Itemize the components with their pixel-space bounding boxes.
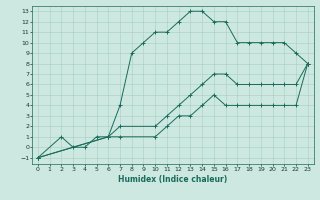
X-axis label: Humidex (Indice chaleur): Humidex (Indice chaleur) (118, 175, 228, 184)
